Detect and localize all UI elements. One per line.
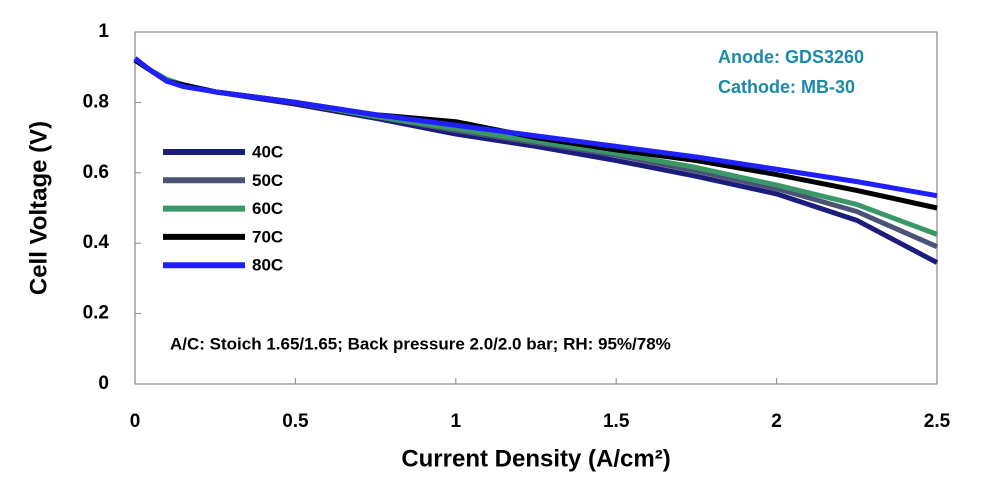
y-tick-label: 0.6 [83,162,109,183]
x-tick-label: 0 [130,411,141,432]
y-tick-label: 0 [98,373,109,394]
annotation: A/C: Stoich 1.65/1.65; Back pressure 2.0… [170,334,671,353]
x-tick-label: 2 [771,411,782,432]
x-axis-label: Current Density (A/cm²) [401,445,670,472]
y-tick-label: 0.8 [83,91,109,112]
legend-label: 70C [252,227,283,246]
legend-label: 40C [252,142,283,161]
legend-label: 50C [252,171,283,190]
x-tick-label: 2.5 [924,411,951,432]
series-line [133,56,938,199]
y-tick-label: 1 [98,21,109,42]
y-axis-label: Cell Voltage (V) [25,121,52,295]
x-tick-label: 1 [451,411,462,432]
annotation: Anode: GDS3260 [718,47,864,67]
legend-label: 80C [252,256,283,275]
legend-label: 60C [252,199,283,218]
x-tick-label: 1.5 [603,411,630,432]
annotation: Cathode: MB-30 [718,77,855,97]
x-tick-label: 0.5 [282,411,309,432]
y-tick-label: 0.4 [83,232,110,253]
y-tick-label: 0.2 [83,303,109,324]
